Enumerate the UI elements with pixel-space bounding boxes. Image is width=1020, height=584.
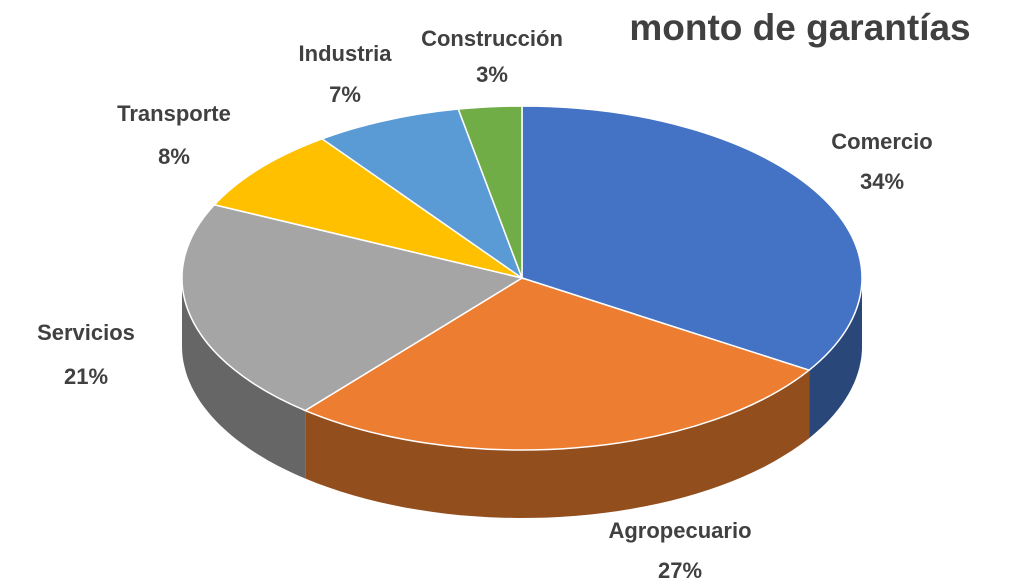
slice-label: Comercio	[831, 129, 932, 154]
slice	[320, 108, 524, 280]
slice-value-label: 27%	[658, 558, 702, 583]
slice-label: Industria	[299, 41, 393, 66]
slice-label: Construcción	[421, 26, 563, 51]
slice-value-label: 8%	[158, 144, 190, 169]
slice	[181, 203, 524, 412]
chart-title: monto de garantías	[629, 7, 970, 48]
slice-value-label: 7%	[329, 82, 361, 107]
slice-side	[809, 278, 862, 439]
slice	[303, 277, 811, 451]
slice	[212, 138, 523, 279]
slice-label: Agropecuario	[608, 518, 751, 543]
slice	[457, 105, 523, 279]
slice-value-label: 3%	[476, 62, 508, 87]
slice	[521, 105, 863, 371]
slice-value-label: 21%	[64, 364, 108, 389]
slice-side	[182, 278, 306, 479]
slice-label: Transporte	[117, 101, 231, 126]
slice-label: Servicios	[37, 320, 135, 345]
slice-side	[305, 370, 810, 518]
slice-value-label: 34%	[860, 169, 904, 194]
